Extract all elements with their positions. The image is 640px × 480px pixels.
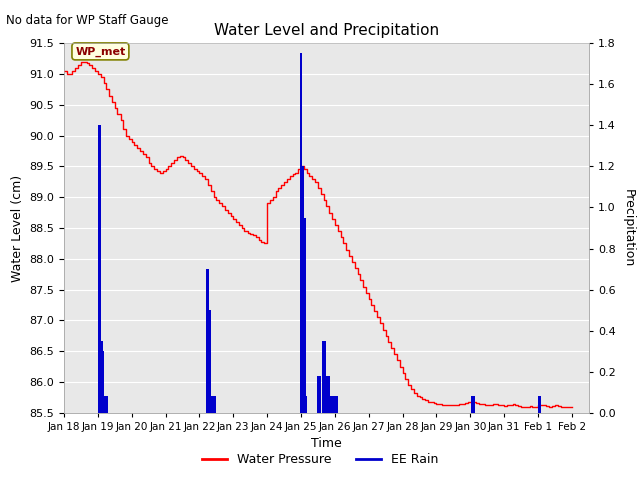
Bar [322,341,324,413]
Bar [103,396,106,413]
Bar [305,396,307,413]
Bar [105,396,108,413]
Bar [330,396,333,413]
Bar [98,125,101,413]
Bar [213,396,216,413]
Bar [332,396,335,413]
Text: No data for WP Staff Gauge: No data for WP Staff Gauge [6,14,169,27]
Bar [323,341,326,413]
Bar [100,341,102,413]
Bar [207,269,209,413]
Bar [328,396,331,413]
Bar [472,396,475,413]
Bar [333,396,336,413]
Bar [326,376,330,413]
Bar [335,396,338,413]
Bar [303,218,306,413]
Legend: Water Pressure, EE Rain: Water Pressure, EE Rain [196,448,444,471]
X-axis label: Time: Time [311,437,342,450]
Bar [210,396,212,413]
Title: Water Level and Precipitation: Water Level and Precipitation [214,23,439,38]
Text: WP_met: WP_met [76,46,125,57]
Bar [301,167,304,413]
Bar [317,376,319,413]
Y-axis label: Precipitation: Precipitation [622,189,635,267]
Bar [102,351,104,413]
Bar [212,396,214,413]
Bar [470,396,474,413]
Bar [318,376,321,413]
Bar [325,376,328,413]
Bar [208,310,211,413]
Bar [538,396,541,413]
Bar [300,53,303,413]
Y-axis label: Water Level (cm): Water Level (cm) [11,174,24,282]
